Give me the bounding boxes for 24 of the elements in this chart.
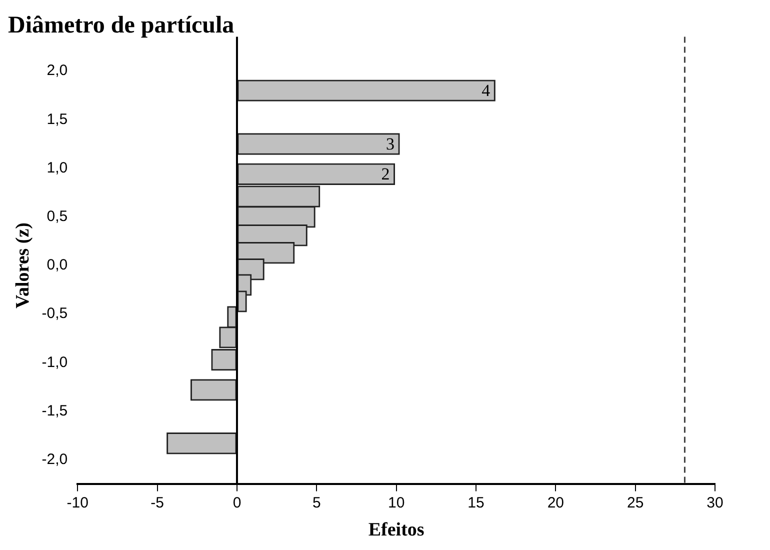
y-tick-label: 0,5 (46, 208, 68, 226)
x-tick-label: 5 (312, 494, 321, 512)
y-axis-title: Valores (z) (12, 222, 34, 309)
x-tick-label: 15 (468, 494, 484, 512)
x-tick-label: -5 (150, 494, 164, 512)
x-tick-label: 30 (706, 494, 724, 512)
chart-title: Diâmetro de partícula (8, 12, 234, 39)
y-tick-label: 2,0 (46, 62, 68, 80)
annotation: 3 (386, 134, 395, 154)
y-tick-label: 1,0 (46, 159, 68, 176)
x-tick-label: 0 (232, 494, 242, 512)
x-tick-label: -10 (66, 494, 88, 512)
annotation: 2 (381, 164, 390, 184)
x-axis-title: Efeitos (368, 520, 424, 541)
x-tick-label: 20 (547, 494, 564, 512)
y-tick-label: 0,0 (46, 256, 68, 274)
y-tick-label: 1,5 (46, 110, 68, 128)
annotation: 4 (482, 81, 491, 100)
y-tick-label: -1,0 (42, 354, 68, 371)
y-tick-label: -0,5 (42, 305, 68, 322)
y-tick-label: -2,0 (42, 451, 68, 468)
x-tick-label: 25 (626, 494, 644, 512)
y-tick-label: -1,5 (42, 402, 68, 420)
x-tick-label: 10 (388, 494, 405, 512)
